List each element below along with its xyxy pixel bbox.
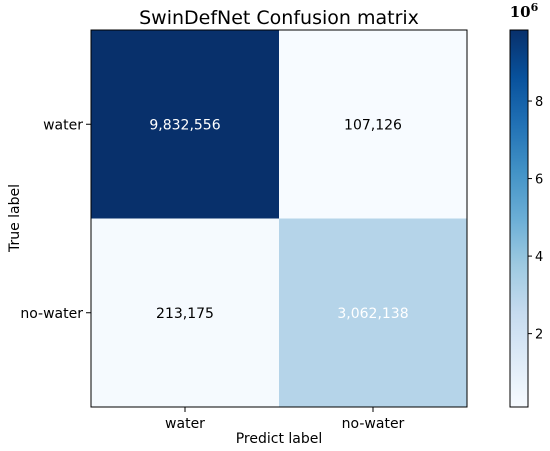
heatmap-cell-0-1 [279,30,467,219]
heatmap-cell-value-1-1: 3,062,138 [337,306,408,322]
chart-title: SwinDefNet Confusion matrix [139,7,419,29]
heatmap-cell-value-0-1: 107,126 [344,117,402,133]
colorbar-tick-label-0: 2 [535,328,543,343]
heatmap-cell-1-1 [279,218,467,407]
y-axis-ticks: water no-water [20,117,91,322]
colorbar [509,29,529,408]
heatmap-cells [91,30,467,407]
colorbar-multiplier-label: 106 [510,1,539,21]
colorbar-tick-label-3: 8 [535,95,543,110]
heatmap-cell-labels: 9,832,556 107,126 213,175 3,062,138 [149,117,408,322]
x-tick-label-1: no-water [342,416,405,432]
x-axis-label: Predict label [236,431,323,447]
plot-frame [90,29,468,408]
heatmap-cell-1-0 [91,218,279,407]
x-axis-ticks: water no-water [165,407,405,432]
heatmap-cell-0-0 [91,30,279,219]
colorbar-ticks: 2 4 6 8 [528,95,543,343]
x-tick-label-0: water [165,416,205,432]
y-axis-label: True label [7,184,23,253]
colorbar-tick-label-1: 4 [535,250,543,265]
colorbar-tick-label-2: 6 [535,173,543,188]
heatmap-cell-value-0-0: 9,832,556 [149,117,220,133]
y-tick-label-1: no-water [20,306,83,322]
heatmap-cell-value-1-0: 213,175 [156,306,214,322]
y-tick-label-0: water [43,117,83,133]
